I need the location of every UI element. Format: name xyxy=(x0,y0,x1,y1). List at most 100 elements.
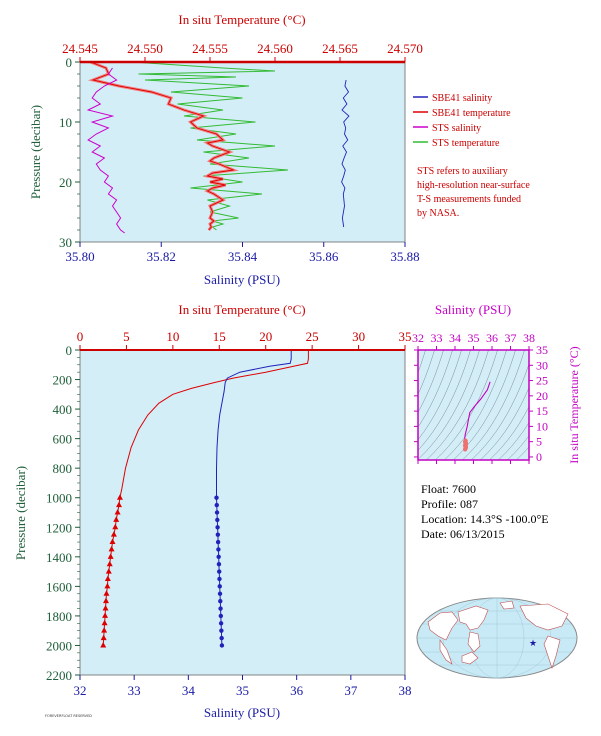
float-id: Float: 7600 xyxy=(421,482,476,496)
temperature-bottle-marker xyxy=(109,538,116,545)
x-tick-label: 32 xyxy=(74,683,87,698)
y-tick-label: 800 xyxy=(53,461,73,476)
sbe41-temperature-line xyxy=(90,61,236,231)
x-tick-label: 36 xyxy=(290,683,304,698)
legend-label-sts-salinity: STS salinity xyxy=(432,123,481,134)
ts-plot-area xyxy=(418,350,529,460)
temperature-bottle-marker xyxy=(112,523,119,530)
ts-top-tick-label: 34 xyxy=(449,331,461,345)
salinity-bottle-marker xyxy=(216,562,222,567)
legend-label-sts-temperature: STS temperature xyxy=(432,138,500,149)
x-tick-label: 35.86 xyxy=(309,249,339,264)
ts-top-tick-label: 37 xyxy=(505,331,517,345)
ts-right-tick-label: 30 xyxy=(536,358,548,372)
temperature-bottle-marker xyxy=(116,501,122,508)
salinity-bottle-marker xyxy=(218,606,223,611)
sts-temperature-line xyxy=(131,61,289,231)
sts-note-line-1: STS refers to auxiliary xyxy=(417,166,508,177)
float-info: Float: 7600 Profile: 087 Location: 14.3°… xyxy=(421,482,549,541)
salinity-bottle-marker xyxy=(215,517,220,523)
near-surface-y-axis-title: Pressure (decibar) xyxy=(28,105,43,199)
legend-label-sbe41-temperature: SBE41 temperature xyxy=(432,108,511,119)
y-tick-label: 600 xyxy=(53,432,73,447)
temperature-bottle-marker xyxy=(100,641,107,648)
temperature-bottle-marker xyxy=(110,531,117,537)
ts-y-axis-title: In situ Temperature (°C) xyxy=(567,346,581,463)
temperature-bottle-marker xyxy=(104,582,111,589)
y-tick-label: 20 xyxy=(59,175,72,190)
sts-note-line-3: T-S measurements funded xyxy=(417,194,521,205)
y-tick-label: 2000 xyxy=(46,638,72,653)
salinity-bottle-marker xyxy=(214,502,219,508)
density-contour xyxy=(418,350,462,441)
ts-right-tick-label: 10 xyxy=(536,419,548,433)
density-contour xyxy=(418,350,444,413)
full-profile-y-axis-title: Pressure (decibar) xyxy=(13,466,28,560)
x-tick-label: 34 xyxy=(182,683,196,698)
density-contour xyxy=(418,350,453,428)
top-tick-label: 24.560 xyxy=(257,41,293,56)
full-profile-top-axis-title: In situ Temperature (°C) xyxy=(178,302,305,317)
near-surface-x-axis-title: Salinity (PSU) xyxy=(204,272,280,287)
y-tick-label: 1000 xyxy=(46,491,72,506)
x-tick-label: 33 xyxy=(128,683,141,698)
sbe41-salinity-line xyxy=(341,79,350,228)
x-tick-label: 35.84 xyxy=(228,249,258,264)
temperature-bottle-marker xyxy=(103,590,110,596)
salinity-bottle-marker xyxy=(215,539,221,545)
ts-deep-marker xyxy=(463,438,468,443)
x-tick-label: 35 xyxy=(236,683,249,698)
x-tick-label: 37 xyxy=(344,683,358,698)
ts-right-tick-label: 15 xyxy=(536,404,548,418)
full-profile-plot-area xyxy=(80,350,405,675)
density-contour xyxy=(418,350,471,451)
top-tick-label: 24.550 xyxy=(127,41,163,56)
salinity-bottle-marker xyxy=(216,554,221,560)
temperature-bottle-marker xyxy=(100,634,107,641)
temperature-bottle-marker xyxy=(102,605,109,611)
legend-label-sbe41-salinity: SBE41 salinity xyxy=(432,93,492,104)
salinity-bottle-marker xyxy=(218,598,223,604)
ts-top-tick-label: 36 xyxy=(486,331,498,345)
temperature-bottle-marker xyxy=(116,494,123,500)
ts-top-tick-label: 38 xyxy=(523,331,535,345)
top-tick-label: 35 xyxy=(399,329,412,344)
y-tick-label: 200 xyxy=(53,373,73,388)
full-profile-panel: 0200400600800100012001400160018002000220… xyxy=(13,302,412,720)
temperature-bottle-marker xyxy=(113,516,120,522)
y-tick-label: 0 xyxy=(66,55,73,70)
map-land xyxy=(427,600,569,669)
sts-note-line-2: high-resolution near-surface xyxy=(417,180,530,191)
salinity-bottle-marker xyxy=(217,576,222,582)
salinity-bottle-marker xyxy=(215,532,221,537)
temperature-bottle-marker xyxy=(107,553,114,559)
y-tick-label: 1400 xyxy=(46,550,72,565)
x-tick-label: 35.82 xyxy=(147,249,176,264)
top-tick-label: 15 xyxy=(213,329,226,344)
salinity-bottle-marker xyxy=(215,525,220,530)
y-tick-label: 1200 xyxy=(46,520,72,535)
salinity-bottle-marker xyxy=(219,635,224,641)
sts-salinity-line xyxy=(86,67,125,234)
temperature-bottle-marker xyxy=(104,575,111,581)
temperature-bottle-marker xyxy=(103,597,109,604)
y-tick-label: 400 xyxy=(53,402,73,417)
temperature-bottle-marker xyxy=(101,627,108,633)
top-tick-label: 24.565 xyxy=(322,41,358,56)
salinity-bottle-marker xyxy=(216,547,221,552)
temperature-bottle-marker xyxy=(108,545,115,552)
ts-top-tick-label: 32 xyxy=(412,331,424,345)
footer-credit: FOREVERFLOAT RESERVED xyxy=(45,714,92,718)
y-tick-label: 2200 xyxy=(46,668,72,683)
top-tick-label: 25 xyxy=(306,329,319,344)
float-position-marker: ★ xyxy=(529,638,537,648)
top-tick-label: 24.545 xyxy=(62,41,98,56)
full-profile-x-axis-title: Salinity (PSU) xyxy=(204,705,280,720)
top-tick-label: 24.555 xyxy=(192,41,228,56)
y-tick-label: 1600 xyxy=(46,579,72,594)
temperature-bottle-marker xyxy=(105,568,112,574)
top-tick-label: 0 xyxy=(77,329,84,344)
